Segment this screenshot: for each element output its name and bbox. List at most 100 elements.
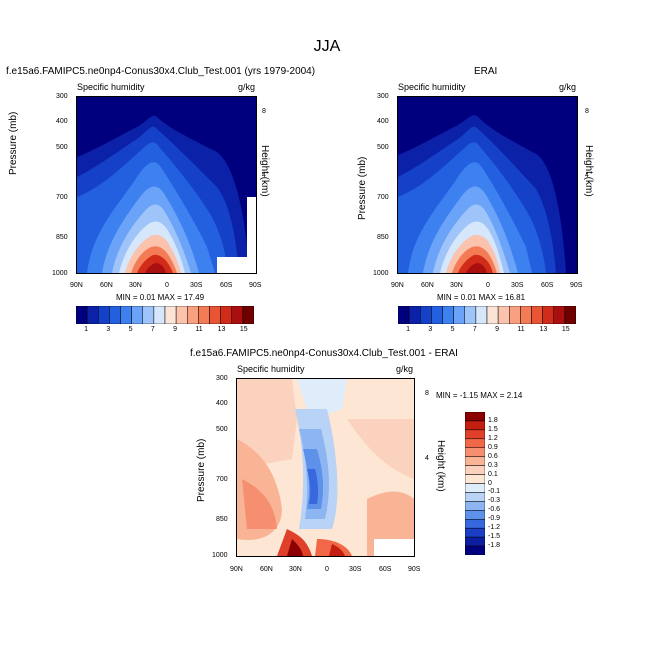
minmax-right: MIN = 0.01 MAX = 16.81 <box>437 293 526 302</box>
colorbar-labels-diff: 1.8 1.5 1.2 0.9 0.6 0.3 0.1 0 -0.1 -0.3 -0.6 -0.9 -1… <box>488 412 528 555</box>
colorbar-swatch <box>465 429 485 440</box>
colorbar-tick-label: 13 <box>217 326 226 333</box>
p-tick: 850 <box>216 516 228 523</box>
colorbar-swatch <box>465 412 485 422</box>
colorbar-tick-label: -0.6 <box>488 506 501 514</box>
variable-label-left: Specific humidity <box>77 82 145 92</box>
colorbar-swatch <box>175 306 188 324</box>
x-tick: 30S <box>511 282 524 289</box>
x-tick: 0 <box>165 282 169 289</box>
colorbar-swatch <box>465 420 485 431</box>
p-tick: 700 <box>56 194 68 201</box>
p-tick: 1000 <box>373 270 389 277</box>
colorbar-tick-label: 0.1 <box>488 470 498 478</box>
x-tick: 60S <box>541 282 554 289</box>
p-tick: 700 <box>216 476 228 483</box>
p-tick: 700 <box>377 194 389 201</box>
x-tick: 60S <box>379 566 392 573</box>
colorbar-tick-label: 0.9 <box>488 443 498 451</box>
x-tick: 30S <box>349 566 362 573</box>
colorbar-swatch <box>465 501 485 511</box>
p-tick: 1000 <box>52 270 68 277</box>
colorbar-swatch <box>209 306 221 324</box>
z-tick: 8 <box>425 390 429 397</box>
colorbar-tick-label: 0.3 <box>488 461 498 469</box>
units-label-right: g/kg <box>559 82 577 92</box>
colorbar-swatch <box>465 510 485 520</box>
p-tick: 850 <box>56 234 68 241</box>
colorbar-tick-label: 1.5 <box>488 425 498 433</box>
colorbar-tick-label: 13 <box>539 326 548 333</box>
contour-plot-right <box>397 96 578 274</box>
p-tick: 850 <box>377 234 389 241</box>
ylabel-right-panel: Pressure (mb) <box>357 156 368 220</box>
colorbar-swatch <box>531 306 543 324</box>
colorbar-swatch <box>465 456 485 466</box>
colorbar-labels-left: 1 3 5 7 9 11 13 15 <box>76 326 254 336</box>
contour-plot-diff <box>236 378 415 557</box>
colorbar-tick-label: 7 <box>472 326 477 333</box>
colorbar-tick-label: 1 <box>84 326 89 333</box>
colorbar-swatch <box>164 306 177 324</box>
p-tick: 1000 <box>212 552 228 559</box>
ylabel-right-left: Height (km) <box>259 145 270 197</box>
minmax-left: MIN = 0.01 MAX = 17.49 <box>116 293 205 302</box>
ylabel-left: Pressure (mb) <box>8 111 19 175</box>
p-tick: 400 <box>56 118 68 125</box>
colorbar-tick-label: 0.6 <box>488 452 498 460</box>
colorbar-swatch <box>398 306 410 324</box>
colorbar-left <box>76 306 254 324</box>
colorbar-swatch <box>198 306 210 324</box>
colorbar-swatch <box>465 474 485 484</box>
colorbar-tick-label: 5 <box>128 326 133 333</box>
z-tick: 4 <box>262 172 266 179</box>
colorbar-swatch <box>520 306 532 324</box>
x-tick: 30N <box>450 282 463 289</box>
ylabel-diff: Pressure (mb) <box>196 438 207 502</box>
colorbar-tick-label: 1 <box>406 326 411 333</box>
p-tick: 400 <box>377 118 389 125</box>
colorbar-tick-label: 1.8 <box>488 416 498 424</box>
colorbar-swatch <box>465 465 485 475</box>
z-tick: 8 <box>262 108 266 115</box>
z-tick: 4 <box>425 455 429 462</box>
ylabel-height-diff: Height (km) <box>435 440 446 492</box>
colorbar-tick-label: 9 <box>495 326 500 333</box>
colorbar-swatch <box>86 306 99 324</box>
colorbar-swatch <box>465 527 485 538</box>
colorbar-swatch <box>465 545 485 555</box>
ylabel-height-right-panel: Height (km) <box>583 145 594 197</box>
colorbar-labels-right: 1 3 5 7 9 11 13 15 <box>398 326 576 336</box>
x-tick: 30S <box>190 282 203 289</box>
missing-data-block <box>217 257 256 273</box>
colorbar-swatch <box>542 306 554 324</box>
x-tick: 30N <box>289 566 302 573</box>
colorbar-swatch <box>231 306 244 324</box>
colorbar-swatch <box>486 306 499 324</box>
colorbar-tick-label: 9 <box>173 326 178 333</box>
x-tick: 90S <box>408 566 421 573</box>
p-tick: 500 <box>56 144 68 151</box>
colorbar-tick-label: 15 <box>561 326 570 333</box>
contour-plot-left <box>76 96 257 274</box>
colorbar-tick-label: 5 <box>450 326 455 333</box>
p-tick: 400 <box>216 400 228 407</box>
colorbar-tick-label: -0.3 <box>488 497 501 505</box>
colorbar-swatch <box>475 306 488 324</box>
colorbar-swatch <box>142 306 155 324</box>
p-tick: 300 <box>216 375 228 382</box>
figure-title: JJA <box>313 38 341 55</box>
colorbar-swatch <box>109 306 121 324</box>
p-tick: 500 <box>377 144 389 151</box>
p-tick: 500 <box>216 426 228 433</box>
colorbar-swatch <box>220 306 232 324</box>
colorbar-diff <box>465 412 485 555</box>
x-tick: 30N <box>129 282 142 289</box>
colorbar-swatch <box>120 306 132 324</box>
x-tick: 90N <box>230 566 243 573</box>
colorbar-swatch <box>509 306 521 324</box>
colorbar-swatch <box>131 306 143 324</box>
colorbar-swatch <box>420 306 432 324</box>
p-tick: 300 <box>377 93 389 100</box>
colorbar-swatch <box>553 306 566 324</box>
